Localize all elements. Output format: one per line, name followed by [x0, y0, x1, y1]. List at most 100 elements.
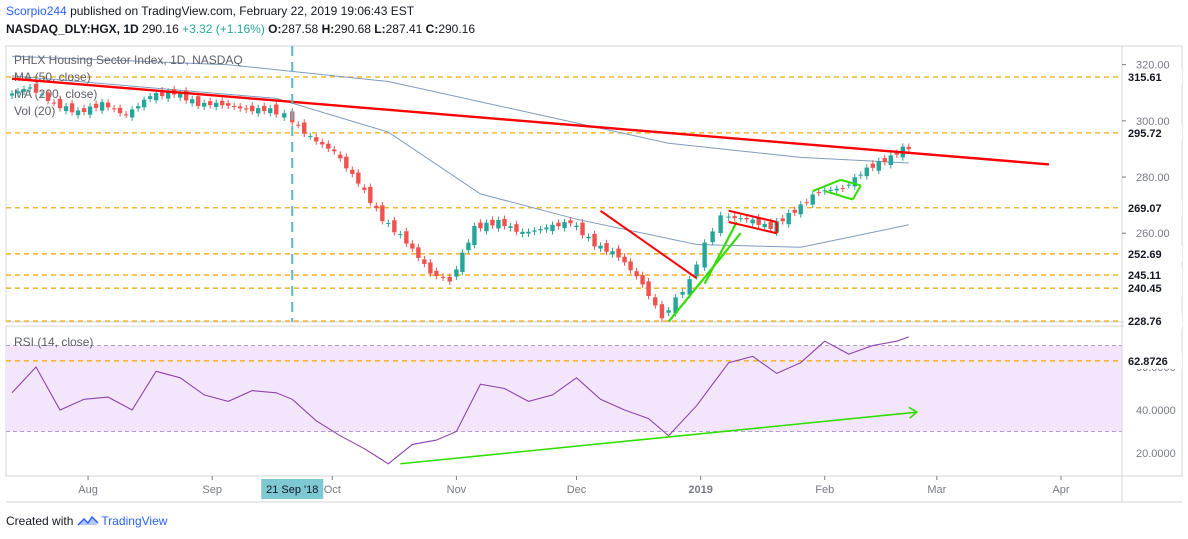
symbol-info: NASDAQ_DLY:HGX, 1D 290.16 +3.32 (+1.16%)… [6, 22, 475, 36]
level-label: 269.07 [1128, 203, 1162, 215]
rsi-band [6, 345, 1122, 432]
candle-body [302, 122, 307, 134]
candle-body [562, 222, 567, 229]
time-tick-label: Dec [567, 484, 587, 496]
candle-body [338, 154, 343, 159]
resistance-trendline [11, 77, 1050, 166]
candle-body [744, 217, 749, 220]
candle-body [165, 91, 171, 99]
candle-body [659, 304, 665, 319]
candle-body [653, 297, 658, 306]
candle-body [610, 251, 615, 255]
candle-body [574, 225, 579, 228]
symbol-name: NASDAQ_DLY:HGX, 1D [6, 22, 139, 36]
candle-body [466, 242, 471, 251]
candle-body [147, 96, 153, 99]
candle-body [568, 220, 573, 224]
candle-body [99, 102, 105, 111]
arrow-head-icon [908, 406, 919, 419]
level-label-bg [1124, 267, 1182, 284]
candle-body [894, 153, 900, 155]
candle-body [792, 209, 797, 213]
author-link[interactable]: Scorpio244 [6, 4, 67, 18]
candle-body [434, 270, 439, 277]
candle-body [244, 108, 249, 110]
candle-body [404, 231, 409, 244]
time-tick-label: Sep [202, 484, 222, 496]
candle-body [314, 137, 319, 142]
candle-body [27, 87, 33, 89]
candle-body [81, 108, 87, 113]
series-title: PHLX Housing Sector Index, 1D, NASDAQ [14, 53, 243, 67]
candle-body [256, 108, 261, 114]
published-text: published on TradingView.com, February 2… [70, 4, 415, 18]
candle-body [710, 231, 715, 243]
price-tick-label: 260.00 [1136, 228, 1170, 240]
tradingview-brand[interactable]: TradingView [101, 514, 168, 528]
candle-body [858, 174, 863, 176]
open-value: 287.58 [281, 22, 319, 36]
candle-body [274, 104, 279, 115]
candle-body [282, 113, 287, 118]
candle-body [786, 212, 791, 225]
created-with-text: Created with [6, 514, 74, 528]
price-tick-label: 320.00 [1136, 60, 1170, 72]
candle-body [454, 269, 459, 277]
candle-body [428, 262, 433, 274]
candle-body [640, 275, 645, 285]
candle-body [344, 156, 349, 169]
level-label-bg [1124, 199, 1182, 216]
candle-body [69, 103, 75, 113]
flag-top-line [812, 178, 842, 193]
candle-body [750, 219, 755, 224]
candle-body [520, 231, 525, 234]
candle-body [195, 96, 201, 106]
candle-body [687, 279, 692, 295]
rsi-pane[interactable]: RSI (14, close) [5, 325, 1183, 477]
price-pane[interactable]: PHLX Housing Sector Index, 1D, NASDAQ MA … [5, 45, 1183, 323]
candle-body [780, 218, 785, 222]
candle-body [177, 93, 183, 98]
footer: Created with TradingView [6, 514, 167, 528]
candle-body [906, 146, 912, 150]
rising-support-line [667, 232, 742, 323]
candle-body [422, 259, 427, 264]
candle-body [51, 102, 57, 104]
high-label: H: [321, 22, 335, 36]
level-label: 245.11 [1128, 270, 1161, 282]
level-label: 252.69 [1128, 249, 1162, 261]
level-label: 295.72 [1128, 128, 1162, 140]
candle-body [718, 215, 723, 233]
time-tick-label: Oct [324, 484, 341, 496]
candle-body [738, 218, 743, 220]
candle-body [852, 177, 857, 187]
flag-top-line [840, 178, 862, 187]
candle-body [828, 189, 833, 191]
volume-legend: Vol (20) [14, 104, 55, 118]
rsi-value-label: 62.8726 [1128, 356, 1168, 368]
time-tick-label: 2019 [688, 484, 712, 496]
candle-body [219, 100, 225, 106]
candle-body [526, 231, 531, 234]
rsi-divergence-line [400, 411, 917, 465]
candle-body [634, 271, 639, 277]
candle-body [622, 256, 627, 263]
candle-body [460, 252, 465, 272]
flag-top-line [728, 209, 777, 223]
candle-body [732, 216, 737, 219]
chart-marks [9, 46, 1050, 465]
candle-body [447, 276, 452, 282]
level-label-bg [1124, 352, 1182, 369]
candle-body [398, 234, 403, 236]
candle-body [75, 110, 81, 116]
candle-body [129, 109, 135, 118]
publish-info: Scorpio244 published on TradingView.com,… [6, 4, 414, 18]
candle-body [416, 247, 421, 258]
candle-body [580, 222, 585, 236]
time-tick-label: Feb [815, 484, 834, 496]
candle-body [472, 225, 477, 246]
time-tick-label: Nov [447, 484, 467, 496]
ma200-line [11, 55, 909, 164]
candle-body [153, 93, 159, 101]
